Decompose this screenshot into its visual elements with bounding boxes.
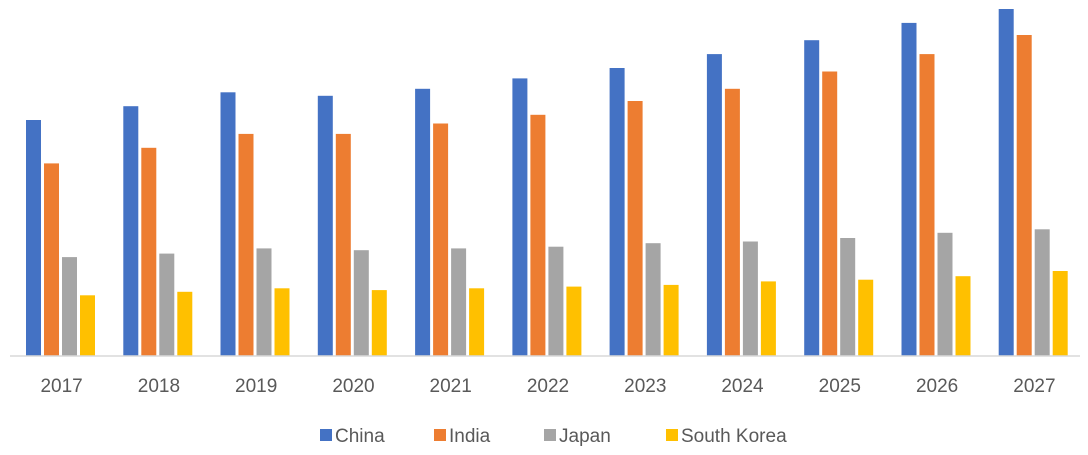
legend-label-china: China bbox=[335, 426, 385, 447]
bar-japan-2021 bbox=[451, 248, 466, 356]
bar-india-2026 bbox=[920, 54, 935, 356]
bar-india-2023 bbox=[628, 101, 643, 356]
legend-swatch-china bbox=[320, 429, 332, 441]
bar-south-korea-2024 bbox=[761, 281, 776, 356]
x-tick-label: 2025 bbox=[819, 376, 861, 397]
bar-india-2019 bbox=[239, 134, 254, 356]
legend: China India Japan South Korea bbox=[320, 426, 787, 447]
bar-japan-2024 bbox=[743, 242, 758, 357]
bar-china-2022 bbox=[512, 78, 527, 356]
bar-south-korea-2017 bbox=[80, 295, 95, 356]
bar-india-2020 bbox=[336, 134, 351, 356]
bar-china-2026 bbox=[902, 23, 917, 356]
bar-india-2018 bbox=[141, 148, 156, 356]
bar-japan-2022 bbox=[548, 247, 563, 356]
bar-japan-2018 bbox=[159, 254, 174, 356]
bar-south-korea-2020 bbox=[372, 290, 387, 356]
bar-china-2017 bbox=[26, 120, 41, 356]
x-tick-label: 2024 bbox=[721, 376, 764, 397]
bar-india-2022 bbox=[530, 115, 545, 356]
x-tick-label: 2021 bbox=[430, 376, 472, 397]
bar-south-korea-2019 bbox=[275, 288, 290, 356]
bar-india-2017 bbox=[44, 163, 59, 356]
bar-japan-2025 bbox=[840, 238, 855, 356]
legend-label-india: India bbox=[449, 426, 491, 447]
bar-japan-2023 bbox=[646, 243, 661, 356]
bar-japan-2020 bbox=[354, 250, 369, 356]
x-tick-label: 2018 bbox=[138, 376, 180, 397]
bar-japan-2027 bbox=[1035, 229, 1050, 356]
x-tick-label: 2022 bbox=[527, 376, 569, 397]
bar-japan-2019 bbox=[257, 248, 272, 356]
x-tick-label: 2027 bbox=[1013, 376, 1055, 397]
legend-label-japan: Japan bbox=[559, 426, 611, 447]
x-tick-label: 2019 bbox=[235, 376, 277, 397]
bar-china-2024 bbox=[707, 54, 722, 356]
bar-china-2020 bbox=[318, 96, 333, 356]
bar-south-korea-2025 bbox=[858, 280, 873, 356]
bar-india-2021 bbox=[433, 124, 448, 357]
legend-label-south-korea: South Korea bbox=[681, 426, 787, 447]
bar-india-2027 bbox=[1017, 35, 1032, 356]
bar-india-2025 bbox=[822, 72, 837, 357]
bar-south-korea-2021 bbox=[469, 288, 484, 356]
legend-swatch-japan bbox=[544, 429, 556, 441]
bar-china-2021 bbox=[415, 89, 430, 356]
bar-china-2027 bbox=[999, 9, 1014, 356]
x-tick-label: 2020 bbox=[332, 376, 374, 397]
bar-south-korea-2018 bbox=[177, 292, 192, 356]
bar-south-korea-2023 bbox=[664, 285, 679, 356]
legend-swatch-south-korea bbox=[666, 429, 678, 441]
x-tick-label: 2026 bbox=[916, 376, 958, 397]
x-tick-labels: 2017 2018 2019 2020 2021 2022 2023 2024 2025 2026… bbox=[40, 376, 1055, 397]
bar-south-korea-2027 bbox=[1053, 271, 1068, 356]
bar-china-2019 bbox=[221, 92, 236, 356]
x-tick-label: 2017 bbox=[40, 376, 82, 397]
bars-group bbox=[26, 9, 1068, 356]
legend-swatch-india bbox=[434, 429, 446, 441]
x-tick-label: 2023 bbox=[624, 376, 666, 397]
bar-south-korea-2026 bbox=[956, 276, 971, 356]
bar-china-2023 bbox=[610, 68, 625, 356]
bar-china-2018 bbox=[123, 106, 138, 356]
bar-india-2024 bbox=[725, 89, 740, 356]
bar-south-korea-2022 bbox=[566, 287, 581, 356]
bar-japan-2026 bbox=[938, 233, 953, 356]
bar-japan-2017 bbox=[62, 257, 77, 356]
bar-china-2025 bbox=[804, 40, 819, 356]
